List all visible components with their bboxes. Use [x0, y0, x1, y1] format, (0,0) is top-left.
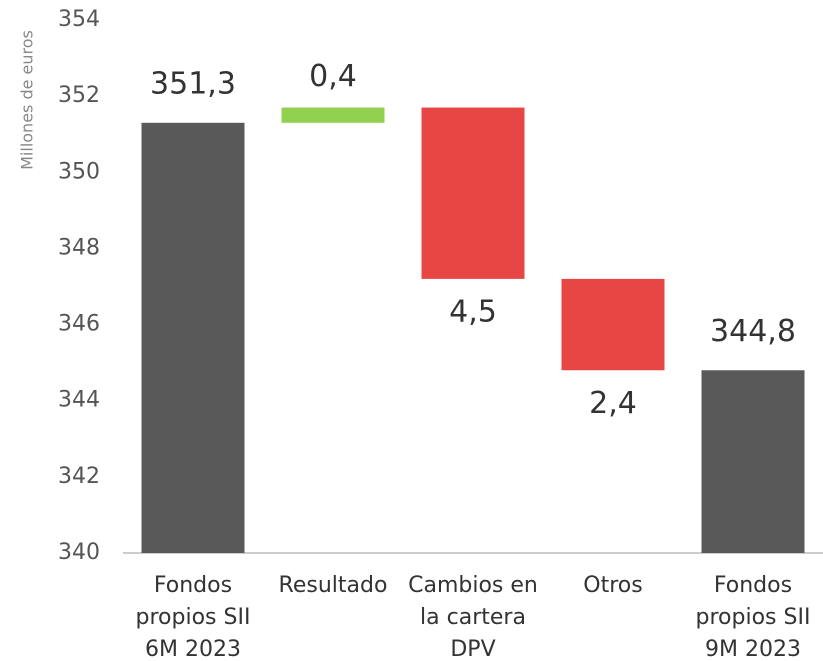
x-tick-label: Cambios en [408, 573, 538, 598]
x-tick-label: Fondos [154, 573, 232, 598]
x-tick-label: Resultado [279, 573, 388, 598]
bar [141, 122, 245, 554]
x-tick-label: propios SII [696, 605, 811, 630]
y-tick-label: 354 [58, 7, 100, 32]
data-label: 2,4 [589, 386, 637, 421]
y-tick-label: 344 [58, 388, 100, 413]
x-tick-label: propios SII [136, 605, 251, 630]
y-tick-label: 342 [58, 464, 100, 489]
bar [701, 370, 805, 553]
x-tick-label: 9M 2023 [705, 637, 801, 661]
y-axis-label: Millones de euros [18, 30, 37, 170]
y-tick-label: 352 [58, 83, 100, 108]
y-tick-label: 346 [58, 312, 100, 337]
bar [561, 278, 665, 371]
x-tick-label: 6M 2023 [145, 637, 241, 661]
y-tick-label: 348 [58, 235, 100, 260]
y-tick-label: 340 [58, 540, 100, 565]
data-label: 0,4 [309, 59, 357, 94]
data-label: 351,3 [150, 66, 236, 101]
data-label: 4,5 [449, 294, 497, 329]
x-tick-label: Otros [583, 573, 642, 598]
y-tick-label: 350 [58, 159, 100, 184]
x-tick-label: Fondos [714, 573, 792, 598]
bar [421, 107, 525, 279]
bar [281, 107, 385, 123]
x-tick-label: la cartera [420, 605, 526, 630]
data-label: 344,8 [710, 314, 796, 349]
x-tick-label: DPV [450, 637, 495, 661]
